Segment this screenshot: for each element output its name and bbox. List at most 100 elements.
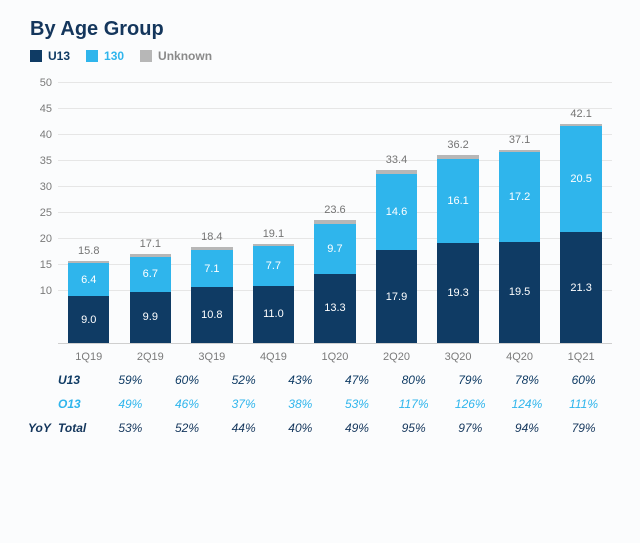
bar-segment: 11.0 <box>253 286 294 343</box>
bar-stack: 19.517.2 <box>499 150 540 343</box>
x-tick-label: 1Q20 <box>304 351 365 363</box>
table-cell: 111% <box>555 397 612 411</box>
bar-stack: 17.914.6 <box>376 170 417 343</box>
y-tick-label: 10 <box>40 285 52 297</box>
x-tick-label: 1Q21 <box>551 351 612 363</box>
table-cell: 40% <box>272 421 329 435</box>
legend-label: Unknown <box>158 49 212 63</box>
y-tick-label: 50 <box>40 77 52 89</box>
bar-total-label: 42.1 <box>570 108 591 120</box>
x-tick-label: 2Q20 <box>366 351 427 363</box>
table-cell: 60% <box>159 373 216 387</box>
table-row: O1349%46%37%38%53%117%126%124%111% <box>28 397 612 411</box>
bar-stack: 13.39.7 <box>314 220 355 343</box>
table-cell: 49% <box>329 421 386 435</box>
table-cell: 43% <box>272 373 329 387</box>
table-cell: 52% <box>215 373 272 387</box>
bar-stack: 10.87.1 <box>191 247 232 343</box>
x-tick-label: 2Q19 <box>120 351 181 363</box>
x-tick-label: 4Q19 <box>243 351 304 363</box>
bar-total-label: 19.1 <box>263 228 284 240</box>
table-cell: 60% <box>555 373 612 387</box>
y-tick-label: 40 <box>40 129 52 141</box>
bar-total-label: 17.1 <box>140 238 161 250</box>
bar-stack: 19.316.1 <box>437 155 478 343</box>
legend-item: 130 <box>86 49 124 63</box>
row-head: U13 <box>58 373 102 387</box>
row-head: O13 <box>58 397 102 411</box>
bar-stack: 21.320.5 <box>560 124 601 343</box>
legend-swatch <box>86 50 98 62</box>
yoy-table: U1359%60%52%43%47%80%79%78%60%O1349%46%3… <box>28 373 612 435</box>
bar-total-label: 18.4 <box>201 231 222 243</box>
legend-label: 130 <box>104 49 124 63</box>
row-head: Total <box>58 421 102 435</box>
bar-total-label: 33.4 <box>386 154 407 166</box>
table-cell: 53% <box>102 421 159 435</box>
bar-segment: 19.5 <box>499 242 540 343</box>
table-cell: 44% <box>215 421 272 435</box>
table-cell: 37% <box>215 397 272 411</box>
bar-total-label: 23.6 <box>324 204 345 216</box>
bar-segment: 17.2 <box>499 152 540 241</box>
bar-segment: 19.3 <box>437 243 478 343</box>
bar-column: 42.1 21.320.5 <box>551 108 612 343</box>
bar-stack: 9.06.4 <box>68 261 109 343</box>
x-tick-label: 3Q20 <box>428 351 489 363</box>
chart-title: By Age Group <box>30 18 612 41</box>
table-cell: 124% <box>499 397 556 411</box>
bar-segment: 9.0 <box>68 296 109 343</box>
bar-segment: 14.6 <box>376 174 417 250</box>
bar-total-label: 37.1 <box>509 134 530 146</box>
x-tick-label: 3Q19 <box>181 351 242 363</box>
bar-stack: 9.96.7 <box>130 254 171 343</box>
table-cell: 46% <box>159 397 216 411</box>
bar-columns: 15.89.06.417.19.96.718.410.87.119.111.07… <box>58 73 612 343</box>
bar-segment: 6.4 <box>68 263 109 296</box>
table-cell: 38% <box>272 397 329 411</box>
table-cell: 52% <box>159 421 216 435</box>
bar-segment: 20.5 <box>560 126 601 232</box>
bar-segment: 7.1 <box>191 250 232 287</box>
x-axis: 1Q192Q193Q194Q191Q202Q203Q204Q201Q21 <box>58 351 612 363</box>
table-cell: 59% <box>102 373 159 387</box>
table-cell: 80% <box>385 373 442 387</box>
y-tick-label: 30 <box>40 181 52 193</box>
table-row: YoYTotal53%52%44%40%49%95%97%94%79% <box>28 421 612 435</box>
bar-total-label: 36.2 <box>447 139 468 151</box>
table-cell: 117% <box>385 397 442 411</box>
table-row: U1359%60%52%43%47%80%79%78%60% <box>28 373 612 387</box>
table-cell: 79% <box>442 373 499 387</box>
legend-item: Unknown <box>140 49 212 63</box>
bar-segment: 16.1 <box>437 159 478 243</box>
x-tick-label: 1Q19 <box>58 351 119 363</box>
bar-segment: 10.8 <box>191 287 232 343</box>
table-cell: 97% <box>442 421 499 435</box>
bar-column: 37.1 19.517.2 <box>489 134 550 343</box>
bar-segment: 9.9 <box>130 292 171 343</box>
y-tick-label: 20 <box>40 233 52 245</box>
table-cell: 79% <box>555 421 612 435</box>
bar-column: 17.1 9.96.7 <box>120 238 181 343</box>
bar-segment: 21.3 <box>560 232 601 343</box>
bar-segment: 7.7 <box>253 246 294 286</box>
y-tick-label: 15 <box>40 259 52 271</box>
bar-column: 23.6 13.39.7 <box>304 204 365 343</box>
y-tick-label: 25 <box>40 207 52 219</box>
table-cell: 53% <box>329 397 386 411</box>
table-cell: 78% <box>499 373 556 387</box>
table-cell: 47% <box>329 373 386 387</box>
bar-column: 36.2 19.316.1 <box>428 139 489 343</box>
table-cell: 95% <box>385 421 442 435</box>
chart: 101520253035404550 15.89.06.417.19.96.71… <box>28 73 612 343</box>
table-cell: 126% <box>442 397 499 411</box>
y-tick-label: 45 <box>40 103 52 115</box>
bar-total-label: 15.8 <box>78 245 99 257</box>
legend-swatch <box>30 50 42 62</box>
yoy-side-label: YoY <box>28 421 58 435</box>
bar-segment: 13.3 <box>314 274 355 343</box>
legend-label: U13 <box>48 49 70 63</box>
bar-stack: 11.07.7 <box>253 244 294 343</box>
y-tick-label: 35 <box>40 155 52 167</box>
bar-column: 33.4 17.914.6 <box>366 154 427 343</box>
